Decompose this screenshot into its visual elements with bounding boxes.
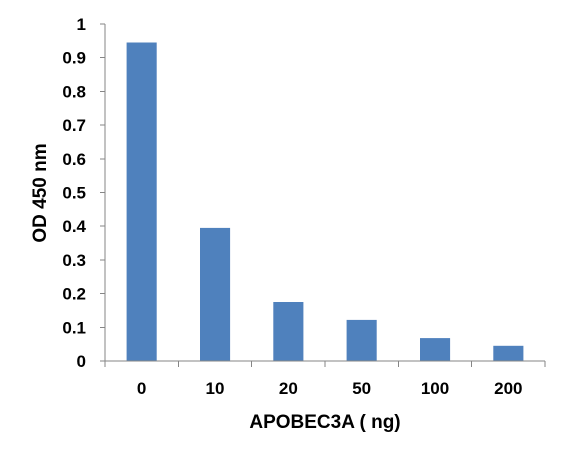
bar-100: [420, 338, 451, 361]
x-tick-labels: 0 10 20 50 100 200: [137, 379, 523, 398]
bar-20: [273, 302, 304, 361]
y-tick-label: 0.4: [62, 217, 86, 236]
x-tick-label: 100: [421, 379, 449, 398]
x-tick-label: 20: [279, 379, 298, 398]
axes-group: [100, 23, 546, 367]
x-tick-label: 200: [494, 379, 522, 398]
y-tick-labels: 0 0.1 0.2 0.3 0.4 0.5 0.6 0.7 0.8 0.9 1: [62, 15, 86, 371]
y-tick-label: 0.5: [62, 184, 86, 203]
y-tick-label: 0.9: [62, 49, 86, 68]
x-tick-label: 10: [206, 379, 225, 398]
y-tick-label: 0: [77, 352, 86, 371]
bar-10: [200, 227, 231, 361]
bar-0: [126, 42, 157, 361]
y-tick-label: 1: [77, 15, 86, 34]
bars-group: [126, 42, 524, 361]
y-tick-label: 0.1: [62, 318, 86, 337]
y-tick-label: 0.7: [62, 116, 86, 135]
y-axis-title: OD 450 nm: [30, 143, 51, 242]
x-tick-label: 0: [137, 379, 146, 398]
x-tick-label: 50: [352, 379, 371, 398]
y-tick-label: 0.2: [62, 285, 86, 304]
x-axis-title: APOBEC3A ( ng): [249, 412, 400, 433]
y-tick-label: 0.8: [62, 82, 86, 101]
y-tick-label: 0.6: [62, 150, 86, 169]
bar-50: [346, 319, 377, 361]
bar-200: [493, 345, 524, 361]
y-tick-label: 0.3: [62, 251, 86, 270]
